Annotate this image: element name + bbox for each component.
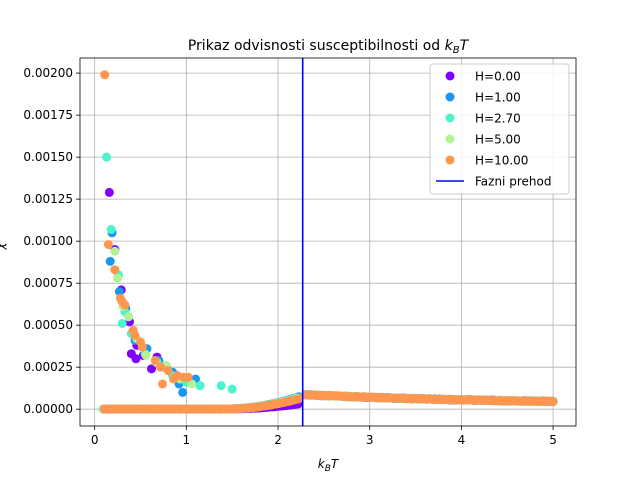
x-tick-label: 1 xyxy=(183,433,191,447)
data-point xyxy=(131,354,141,364)
x-axis-label: kBT xyxy=(318,457,340,474)
data-point xyxy=(102,152,112,162)
legend-marker xyxy=(445,92,455,102)
y-tick-label: 0.00025 xyxy=(23,360,73,374)
data-point xyxy=(227,384,237,394)
data-point xyxy=(100,70,110,80)
data-point xyxy=(120,300,130,310)
legend-label: H=2.70 xyxy=(475,112,521,126)
y-tick-label: 0.00175 xyxy=(23,108,73,122)
data-points xyxy=(98,70,558,414)
data-point xyxy=(117,318,127,328)
legend-label: H=10.00 xyxy=(475,154,528,168)
x-tick-label: 3 xyxy=(366,433,374,447)
y-axis-label: χ xyxy=(0,242,7,251)
legend-label: H=5.00 xyxy=(475,133,521,147)
data-point xyxy=(105,256,115,266)
x-axis-ticks: 0 1 2 3 4 5 xyxy=(91,426,557,447)
legend-marker xyxy=(445,155,455,165)
legend-box xyxy=(429,63,570,195)
data-point xyxy=(113,273,123,283)
y-tick-label: 0.00075 xyxy=(23,276,73,290)
chart-title: Prikaz odvisnosti susceptibilnosti od kB… xyxy=(188,38,470,56)
y-tick-label: 0.00050 xyxy=(23,318,73,332)
legend-marker xyxy=(445,113,455,123)
data-point xyxy=(187,379,197,389)
data-point xyxy=(195,381,205,391)
legend-label: H=0.00 xyxy=(475,70,521,84)
data-point xyxy=(110,265,120,275)
data-point xyxy=(183,372,193,382)
y-tick-label: 0.00100 xyxy=(23,234,73,248)
data-point xyxy=(103,240,113,250)
x-tick-label: 0 xyxy=(91,433,99,447)
x-tick-label: 5 xyxy=(549,433,557,447)
y-tick-label: 0.00150 xyxy=(23,150,73,164)
legend-label: H=1.00 xyxy=(475,91,521,105)
data-point xyxy=(156,362,166,372)
data-point xyxy=(124,312,134,322)
data-point xyxy=(548,396,558,406)
data-point xyxy=(130,330,140,340)
legend: H=0.00 H=1.00 H=2.70 H=5.00 H=10.00 Fazni pre… xyxy=(429,63,570,195)
y-axis-ticks: 0.00000 0.00025 0.00050 0.00075 0.00100 0.001… xyxy=(23,66,80,416)
data-point xyxy=(163,366,173,376)
plot-frame xyxy=(79,57,577,427)
data-point xyxy=(114,287,124,297)
legend-marker xyxy=(445,134,455,144)
legend-label: Fazni prehod xyxy=(475,175,551,189)
legend-marker xyxy=(445,71,455,81)
data-point xyxy=(106,224,116,234)
x-tick-label: 4 xyxy=(458,433,466,447)
data-point xyxy=(216,381,226,391)
data-point xyxy=(178,387,188,397)
data-point xyxy=(110,246,120,256)
data-point xyxy=(147,364,157,374)
data-point xyxy=(294,394,304,404)
data-point xyxy=(150,355,160,365)
y-tick-label: 0.00125 xyxy=(23,192,73,206)
y-tick-label: 0.00000 xyxy=(23,402,73,416)
legend-entries: H=0.00 H=1.00 H=2.70 H=5.00 H=10.00 Fazni pre… xyxy=(436,70,551,189)
data-point xyxy=(137,342,147,352)
data-point xyxy=(141,350,151,360)
data-point xyxy=(104,187,114,197)
x-tick-label: 2 xyxy=(274,433,282,447)
data-point xyxy=(158,379,168,389)
y-tick-label: 0.00200 xyxy=(23,66,73,80)
